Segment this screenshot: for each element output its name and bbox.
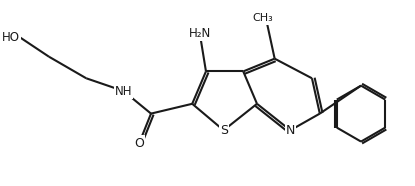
Text: H₂N: H₂N <box>189 27 211 40</box>
Text: CH₃: CH₃ <box>252 13 273 23</box>
Text: O: O <box>134 137 144 150</box>
Text: HO: HO <box>2 31 20 44</box>
Text: S: S <box>220 124 228 137</box>
Text: NH: NH <box>115 85 132 97</box>
Text: N: N <box>286 124 295 137</box>
